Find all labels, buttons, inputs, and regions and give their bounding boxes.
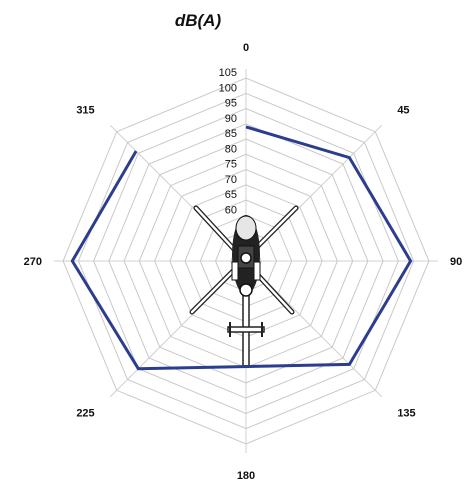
radial-tick-label: 60 [225,204,237,216]
radial-tick-label: 75 [225,159,237,171]
direction-label: 135 [397,407,415,419]
series-layer [70,125,413,371]
radar-ring [123,138,369,384]
radial-tick-label: 85 [225,128,237,140]
radial-tick-label: 95 [225,98,237,110]
helicopter-top-view-icon [189,205,299,367]
series-line [70,125,413,371]
radial-tick-label: 100 [219,82,237,94]
direction-label: 225 [76,407,94,419]
direction-label: 0 [243,42,249,54]
radar-ring [77,92,415,430]
radial-tick-label: 65 [225,189,237,201]
direction-label: 315 [76,105,94,117]
direction-labels: 0 45 90 135 180 225 270 315 [24,42,463,482]
radial-tick-label: 80 [225,143,237,155]
radial-tick-label: 70 [225,174,237,186]
chart-title: dB(A) [175,11,222,30]
radar-ring [108,123,384,399]
direction-label: 270 [24,256,42,268]
direction-label: 45 [397,105,409,117]
radial-tick-label: 105 [219,67,237,79]
radar-ring [62,77,430,445]
direction-label: 180 [237,470,255,482]
radial-tick-label: 90 [225,113,237,125]
direction-label: 90 [450,256,462,268]
radial-tick-labels: 60 65 70 75 80 85 90 95 100 105 [219,67,237,216]
